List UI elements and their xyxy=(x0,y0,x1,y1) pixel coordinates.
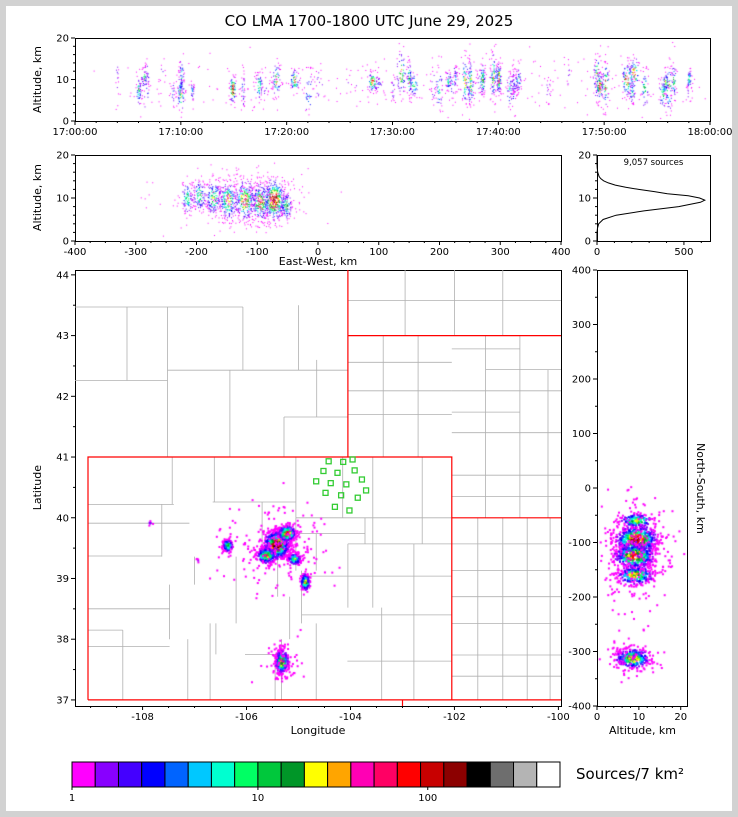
tick-label: 300 xyxy=(491,247,510,258)
colorbar-segment xyxy=(210,761,236,788)
colorbar-tick-label: 10 xyxy=(252,793,265,804)
tick-label: 20 xyxy=(56,34,69,45)
map-xlabel: Longitude xyxy=(290,724,346,737)
tick-label: -300 xyxy=(124,247,147,258)
tick-label: 200 xyxy=(572,375,591,386)
tick-label: 0 xyxy=(63,117,69,128)
colorbar-segment xyxy=(187,761,212,788)
tick-label: 17:40:00 xyxy=(476,127,521,138)
colorbar-segment xyxy=(466,761,491,788)
tick-label: 0 xyxy=(315,247,321,258)
map-ylabel: Latitude xyxy=(30,465,44,511)
tick-label: 0 xyxy=(594,247,600,258)
colorbar-segment xyxy=(350,761,375,788)
east-west-ylabel-wrap: Altitude, km xyxy=(30,155,46,241)
tick-label: -102 xyxy=(443,712,466,723)
colorbar-segment xyxy=(117,761,143,788)
tick-label: 44 xyxy=(56,270,69,281)
tick-label: 10 xyxy=(56,194,69,205)
colorbar-segment xyxy=(396,761,422,788)
tick-label: 20 xyxy=(674,712,687,723)
tick-label: -200 xyxy=(185,247,208,258)
chart-title: CO LMA 1700-1800 UTC June 29, 2025 xyxy=(224,12,514,30)
tick-label: 17:20:00 xyxy=(264,127,309,138)
tick-label: 42 xyxy=(56,392,69,403)
tick-label: 400 xyxy=(572,266,591,277)
colorbar-segment xyxy=(489,761,515,788)
colorbar-segment xyxy=(94,761,119,788)
tick-label: 200 xyxy=(430,247,449,258)
source-count-annotation: 9,057 sources xyxy=(623,158,684,168)
tick-label: 10 xyxy=(56,75,69,86)
tick-label: 43 xyxy=(56,331,69,342)
east-west-xlabel: East-West, km xyxy=(278,255,358,268)
colorbar-segment xyxy=(373,761,398,788)
tick-label: 17:30:00 xyxy=(370,127,415,138)
tick-label: -300 xyxy=(568,647,591,658)
tick-label: 39 xyxy=(56,574,69,585)
colorbar-segment xyxy=(164,761,189,788)
colorbar-label: Sources/7 km² xyxy=(576,765,685,783)
tick-label: 400 xyxy=(551,247,570,258)
tick-label: 17:50:00 xyxy=(582,127,627,138)
tick-label: 38 xyxy=(56,635,69,646)
tick-label: -100 xyxy=(547,712,570,723)
north-south-ylabel: North-South, km xyxy=(694,442,708,534)
colorbar-segment xyxy=(141,761,166,788)
tick-label: 17:00:00 xyxy=(53,127,98,138)
colorbar: 1 10 100 xyxy=(69,761,561,804)
tick-label: 37 xyxy=(56,695,69,706)
map-axes: -108 -106 -104 -102 -100 37 38 39 40 41 42 43 44 xyxy=(56,270,570,723)
colorbar-segment xyxy=(443,761,468,788)
tick-label: -100 xyxy=(568,538,591,549)
tick-label: 18:00:00 xyxy=(688,127,733,138)
tick-label: 41 xyxy=(56,453,69,464)
tick-label: 40 xyxy=(56,513,69,524)
tick-label: 0 xyxy=(63,237,69,248)
colorbar-segment xyxy=(420,761,445,788)
tick-label: 20 xyxy=(56,151,69,162)
tick-label: 10 xyxy=(578,194,591,205)
colorbar-segment xyxy=(536,761,561,788)
colorbar-tick-label: 1 xyxy=(69,793,75,804)
north-south-ylabel-wrap: North-South, km xyxy=(692,270,708,706)
map-scatter-canvas xyxy=(75,270,561,706)
colorbar-segment xyxy=(327,761,352,788)
colorbar-segment xyxy=(513,761,538,788)
north-south-xlabel: Altitude, km xyxy=(608,724,677,737)
colorbar-segment xyxy=(280,761,305,788)
tick-label: 0 xyxy=(594,712,600,723)
tick-label: 10 xyxy=(632,712,645,723)
time-height-ylabel-wrap: Altitude, km xyxy=(30,38,46,121)
time-height-ylabel: Altitude, km xyxy=(30,45,44,114)
time-height-scatter-canvas xyxy=(75,38,710,121)
colorbar-segment xyxy=(71,761,96,788)
tick-label: 100 xyxy=(572,429,591,440)
tick-label: -400 xyxy=(568,702,591,713)
colorbar-segment xyxy=(257,761,282,788)
tick-label: 300 xyxy=(572,320,591,331)
tick-label: -104 xyxy=(339,712,362,723)
altitude-histogram-curve xyxy=(596,155,707,241)
tick-label: -400 xyxy=(64,247,87,258)
east-west-scatter-canvas xyxy=(75,155,561,241)
tick-label: -108 xyxy=(131,712,154,723)
east-west-ylabel: Altitude, km xyxy=(30,164,44,232)
colorbar-segment xyxy=(234,761,259,788)
tick-label: -106 xyxy=(235,712,258,723)
colorbar-tick-label: 100 xyxy=(418,793,437,804)
colorbar-segment xyxy=(303,761,329,788)
tick-label: 0 xyxy=(585,484,591,495)
tick-label: 100 xyxy=(369,247,388,258)
tick-label: 0 xyxy=(585,237,591,248)
tick-label: 500 xyxy=(674,247,693,258)
tick-label: -100 xyxy=(246,247,269,258)
north-south-scatter-canvas xyxy=(597,270,687,706)
tick-label: 17:10:00 xyxy=(158,127,203,138)
tick-label: -200 xyxy=(568,593,591,604)
map-ylabel-wrap: Latitude xyxy=(30,270,46,706)
tick-label: 20 xyxy=(578,151,591,162)
